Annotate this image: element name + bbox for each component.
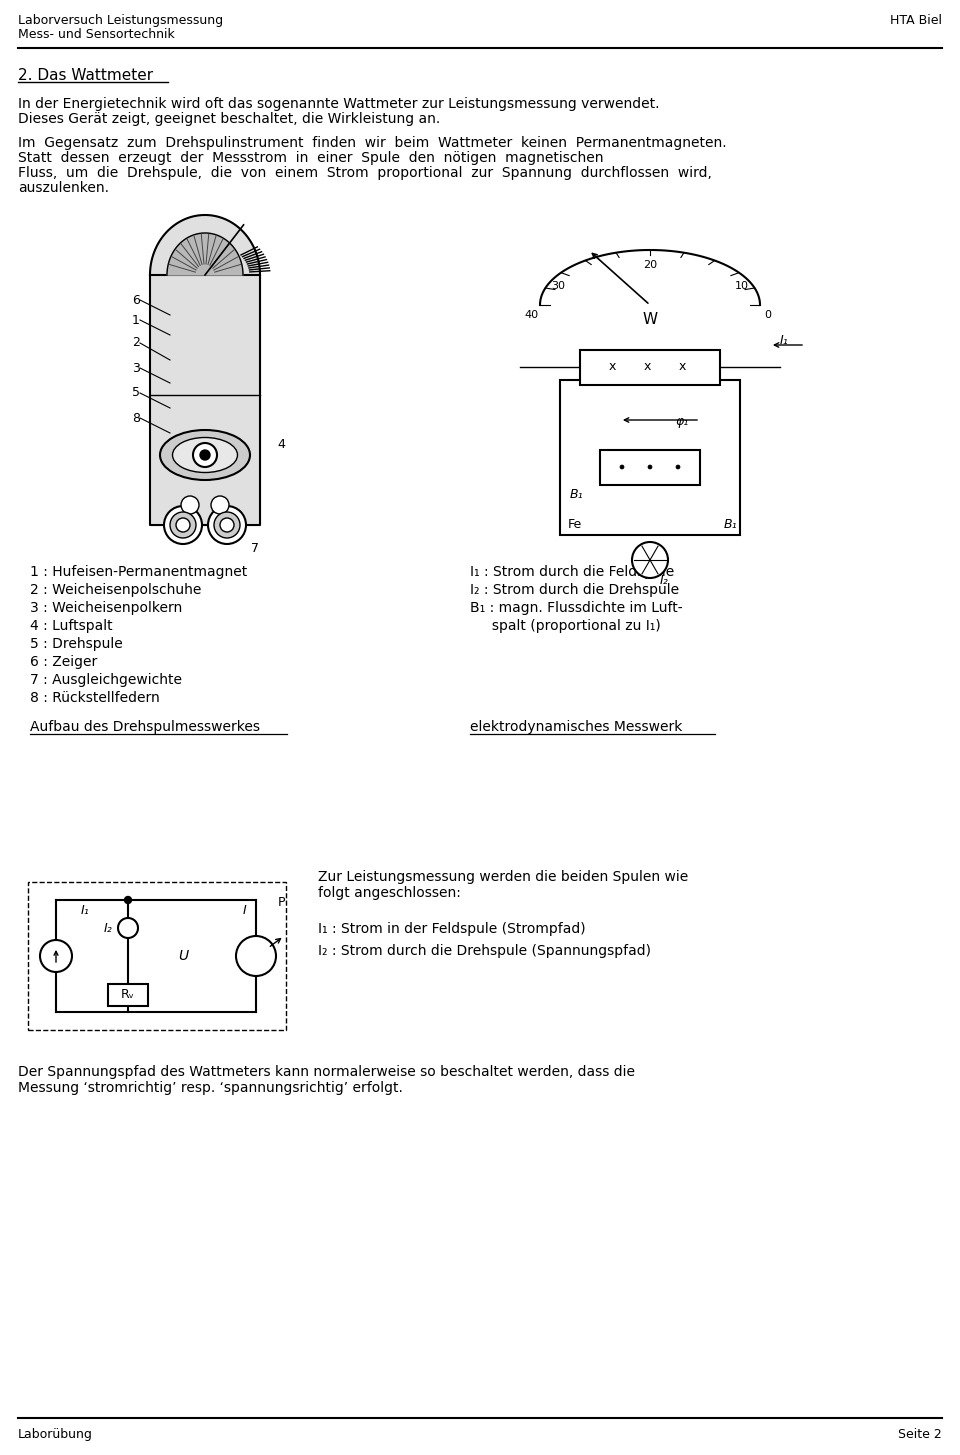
Text: Laborübung: Laborübung: [18, 1427, 93, 1440]
Text: P: P: [278, 895, 285, 908]
Circle shape: [200, 450, 210, 460]
Text: 7 : Ausgleichgewichte: 7 : Ausgleichgewichte: [30, 674, 182, 687]
Text: φ₁: φ₁: [675, 416, 688, 429]
Ellipse shape: [214, 512, 240, 538]
Text: I₁: I₁: [780, 333, 789, 346]
Polygon shape: [150, 275, 260, 525]
Bar: [600, 450, 700, 485]
Text: I₂ : Strom durch die Drehspule (Spannungspfad): I₂ : Strom durch die Drehspule (Spannung…: [318, 944, 651, 957]
Text: 8 : Rückstellfedern: 8 : Rückstellfedern: [30, 691, 159, 706]
Circle shape: [676, 466, 680, 469]
Text: 0: 0: [765, 310, 772, 320]
Circle shape: [118, 918, 138, 938]
Text: Aufbau des Drehspulmesswerkes: Aufbau des Drehspulmesswerkes: [30, 720, 260, 733]
Text: Rᵥ: Rᵥ: [121, 988, 135, 1001]
Circle shape: [176, 518, 190, 533]
Text: 6: 6: [132, 294, 140, 307]
Text: I₁ : Strom durch die Feldspule: I₁ : Strom durch die Feldspule: [470, 565, 674, 579]
Text: Im  Gegensatz  zum  Drehspulinstrument  finden  wir  beim  Wattmeter  keinen  Pe: Im Gegensatz zum Drehspulinstrument find…: [18, 135, 727, 150]
Text: elektrodynamisches Messwerk: elektrodynamisches Messwerk: [470, 720, 683, 733]
Polygon shape: [150, 215, 260, 275]
Ellipse shape: [160, 431, 250, 480]
Text: 10: 10: [735, 281, 749, 291]
Text: 20: 20: [643, 260, 657, 271]
Circle shape: [620, 466, 624, 469]
Text: B₁: B₁: [570, 489, 584, 502]
Text: Zur Leistungsmessung werden die beiden Spulen wie: Zur Leistungsmessung werden die beiden S…: [318, 870, 688, 885]
Bar: [580, 351, 720, 386]
Text: I₂: I₂: [104, 921, 112, 934]
Circle shape: [211, 496, 229, 514]
Ellipse shape: [164, 506, 202, 544]
Circle shape: [40, 940, 72, 972]
Text: 3: 3: [132, 361, 140, 374]
Text: HTA Biel: HTA Biel: [890, 15, 942, 28]
Circle shape: [181, 496, 199, 514]
Text: 6 : Zeiger: 6 : Zeiger: [30, 655, 97, 669]
Text: I₁: I₁: [81, 904, 89, 917]
Text: 3 : Weicheisenpolkern: 3 : Weicheisenpolkern: [30, 601, 182, 615]
Text: U: U: [178, 949, 188, 963]
Text: Dieses Gerät zeigt, geeignet beschaltet, die Wirkleistung an.: Dieses Gerät zeigt, geeignet beschaltet,…: [18, 112, 441, 127]
Text: folgt angeschlossen:: folgt angeschlossen:: [318, 886, 461, 901]
Text: Laborversuch Leistungsmessung: Laborversuch Leistungsmessung: [18, 15, 223, 28]
Bar: [28, 882, 286, 1030]
Polygon shape: [167, 233, 243, 275]
Text: Der Spannungspfad des Wattmeters kann normalerweise so beschaltet werden, dass d: Der Spannungspfad des Wattmeters kann no…: [18, 1065, 635, 1080]
Text: In der Energietechnik wird oft das sogenannte Wattmeter zur Leistungsmessung ver: In der Energietechnik wird oft das sogen…: [18, 97, 660, 111]
Circle shape: [193, 442, 217, 467]
Text: I₂ : Strom durch die Drehspule: I₂ : Strom durch die Drehspule: [470, 583, 679, 597]
Text: 5 : Drehspule: 5 : Drehspule: [30, 637, 123, 650]
Text: Mess- und Sensortechnik: Mess- und Sensortechnik: [18, 28, 175, 41]
Circle shape: [236, 936, 276, 976]
Text: B₁ : magn. Flussdichte im Luft-: B₁ : magn. Flussdichte im Luft-: [470, 601, 683, 615]
Ellipse shape: [173, 438, 237, 473]
Circle shape: [125, 896, 132, 904]
Text: 7: 7: [251, 541, 259, 554]
Ellipse shape: [170, 512, 196, 538]
Circle shape: [220, 518, 234, 533]
Text: B₁: B₁: [723, 518, 737, 531]
Circle shape: [648, 466, 652, 469]
Text: 1: 1: [132, 313, 140, 326]
Ellipse shape: [208, 506, 246, 544]
Text: I: I: [242, 904, 246, 917]
Text: 1 : Hufeisen-Permanentmagnet: 1 : Hufeisen-Permanentmagnet: [30, 565, 248, 579]
Text: spalt (proportional zu I₁): spalt (proportional zu I₁): [470, 618, 660, 633]
Text: x: x: [643, 359, 651, 372]
Text: 4: 4: [277, 438, 285, 451]
Text: x: x: [679, 359, 685, 372]
Text: 2 : Weicheisenpolschuhe: 2 : Weicheisenpolschuhe: [30, 583, 202, 597]
Text: 4 : Luftspalt: 4 : Luftspalt: [30, 618, 112, 633]
Text: 5: 5: [132, 387, 140, 400]
Text: Statt  dessen  erzeugt  der  Messstrom  in  einer  Spule  den  nötigen  magnetis: Statt dessen erzeugt der Messstrom in ei…: [18, 151, 604, 164]
Text: 40: 40: [525, 310, 539, 320]
Text: x: x: [609, 359, 615, 372]
Text: 2: 2: [132, 336, 140, 349]
Bar: [108, 984, 148, 1005]
Text: 30: 30: [551, 281, 565, 291]
Text: Seite 2: Seite 2: [899, 1427, 942, 1440]
Text: 8: 8: [132, 412, 140, 425]
Text: Fe: Fe: [568, 518, 582, 531]
Bar: [560, 380, 740, 535]
Text: auszulenken.: auszulenken.: [18, 180, 109, 195]
Text: Messung ‘stromrichtig’ resp. ‘spannungsrichtig’ erfolgt.: Messung ‘stromrichtig’ resp. ‘spannungsr…: [18, 1081, 403, 1096]
Text: Fluss,  um  die  Drehspule,  die  von  einem  Strom  proportional  zur  Spannung: Fluss, um die Drehspule, die von einem S…: [18, 166, 712, 180]
Text: W: W: [642, 313, 658, 327]
Text: 2. Das Wattmeter: 2. Das Wattmeter: [18, 68, 154, 83]
Text: I₁ : Strom in der Feldspule (Strompfad): I₁ : Strom in der Feldspule (Strompfad): [318, 922, 586, 936]
Circle shape: [632, 543, 668, 578]
Text: I₂: I₂: [660, 573, 669, 586]
